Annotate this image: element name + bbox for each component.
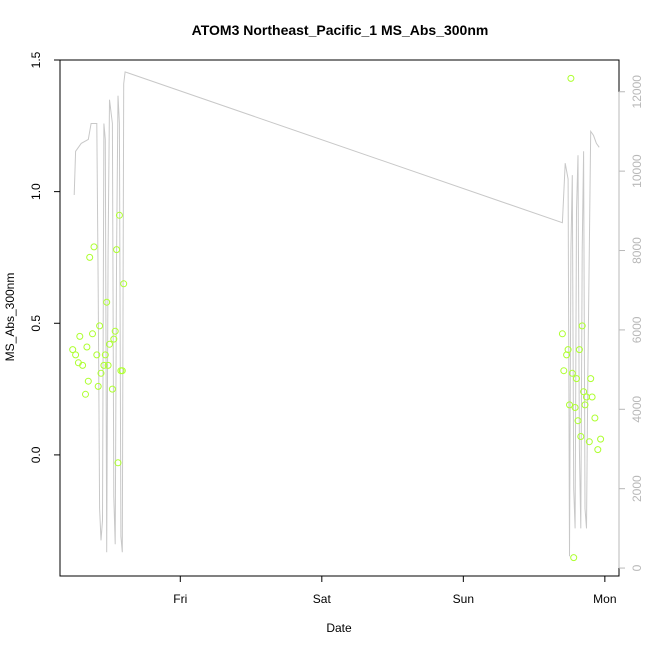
right-tick-label: 0 (630, 564, 644, 571)
data-point (566, 401, 573, 409)
data-point (90, 243, 98, 251)
x-tick-label: Mon (593, 592, 616, 606)
data-point (79, 361, 87, 369)
data-point (76, 332, 84, 340)
data-point (118, 367, 126, 375)
data-point (86, 253, 94, 261)
data-point (560, 367, 568, 375)
left-tick-label: 1.0 (29, 183, 43, 200)
data-point (114, 459, 122, 467)
series-points-layer (69, 74, 605, 562)
left-axis: 0.0 0.5 1.0 1.5 (29, 51, 61, 463)
data-point (84, 377, 92, 385)
series-line-layer (73, 71, 600, 557)
data-point (89, 330, 96, 338)
data-point (597, 435, 605, 443)
data-point (567, 74, 575, 82)
data-point (577, 433, 585, 440)
data-point (574, 417, 582, 425)
data-point (564, 346, 572, 354)
data-point (82, 390, 89, 398)
right-tick-label: 12000 (630, 75, 644, 109)
data-point (72, 351, 80, 359)
data-point (103, 298, 111, 306)
data-point (578, 322, 586, 330)
data-point (111, 327, 119, 335)
data-point (69, 346, 77, 354)
data-point (106, 340, 113, 348)
data-point (120, 280, 128, 288)
data-point (568, 369, 576, 377)
x-tick-label: Fri (173, 592, 187, 606)
data-point (100, 361, 108, 369)
data-point (558, 330, 566, 338)
data-point (581, 401, 589, 409)
data-point (104, 361, 112, 369)
data-point (83, 343, 91, 351)
chart-title: ATOM3 Northeast_Pacific_1 MS_Abs_300nm (192, 22, 489, 38)
x-tick-label: Sun (453, 592, 474, 606)
data-point (97, 369, 105, 377)
data-point (573, 375, 580, 383)
right-tick-label: 6000 (630, 316, 644, 343)
series-line (73, 71, 600, 557)
data-point (94, 382, 102, 390)
data-point (93, 351, 101, 359)
data-point (101, 351, 109, 359)
data-point (591, 414, 599, 422)
data-point (571, 404, 579, 411)
data-point (113, 246, 121, 254)
left-tick-label: 0.5 (29, 315, 43, 332)
data-point (588, 393, 596, 401)
data-point (110, 335, 118, 343)
right-tick-label: 10000 (630, 154, 644, 188)
left-tick-label: 0.0 (29, 446, 43, 463)
y-axis-label: MS_Abs_300nm (3, 273, 17, 362)
data-point (587, 375, 595, 383)
data-point (570, 554, 578, 562)
data-point (108, 385, 116, 393)
x-axis-label: Date (326, 621, 352, 635)
right-tick-label: 8000 (630, 237, 644, 264)
data-point (585, 438, 593, 446)
data-point (575, 346, 583, 354)
x-tick-label: Sat (313, 592, 332, 606)
data-point (594, 446, 602, 454)
data-point (115, 211, 123, 219)
x-axis: Fri Sat Sun Mon (173, 575, 617, 606)
data-point (580, 388, 588, 396)
left-tick-label: 1.5 (29, 51, 43, 68)
right-tick-label: 4000 (630, 396, 644, 423)
right-tick-label: 2000 (630, 475, 644, 502)
right-axis: 0 2000 4000 6000 8000 10000 12000 (618, 75, 644, 571)
data-point (96, 322, 104, 330)
